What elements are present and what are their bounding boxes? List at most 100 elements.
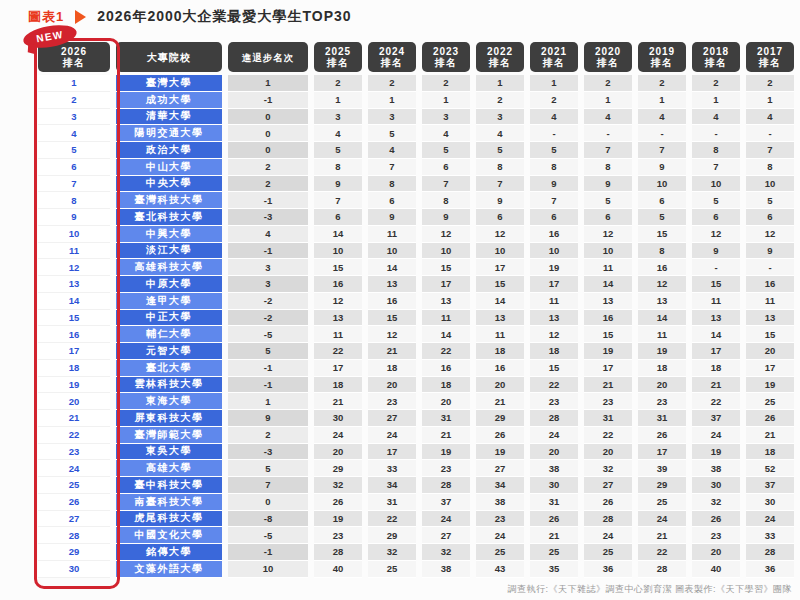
cell-y2021-r4: - bbox=[530, 125, 578, 142]
cell-y2020-r15: 16 bbox=[584, 310, 632, 327]
cell-school-r14: 逢甲大學 bbox=[116, 293, 222, 310]
cell-y2019-r18: 18 bbox=[638, 360, 686, 377]
cell-y2018-r1: 2 bbox=[692, 75, 740, 92]
cell-y2023-r12: 15 bbox=[422, 259, 470, 276]
cell-y2022-r25: 34 bbox=[476, 477, 524, 494]
cell-y2025-r1: 2 bbox=[314, 75, 362, 92]
cell-change-r1: 1 bbox=[228, 75, 308, 92]
cell-y2021-r14: 11 bbox=[530, 293, 578, 310]
cell-y2020-r18: 17 bbox=[584, 360, 632, 377]
cell-y2025-r10: 14 bbox=[314, 226, 362, 243]
cell-change-r10: 4 bbox=[228, 226, 308, 243]
cell-change-r14: -2 bbox=[228, 293, 308, 310]
cell-y2024-r23: 17 bbox=[368, 444, 416, 461]
cell-y2019-r14: 13 bbox=[638, 293, 686, 310]
cell-y2024-r21: 27 bbox=[368, 410, 416, 427]
cell-y2017-r17: 20 bbox=[746, 343, 794, 360]
cell-rank2026-r29: 29 bbox=[38, 544, 110, 561]
cell-y2024-r1: 2 bbox=[368, 75, 416, 92]
cell-school-r23: 東吳大學 bbox=[116, 444, 222, 461]
cell-y2019-r1: 2 bbox=[638, 75, 686, 92]
cell-school-r24: 高雄大學 bbox=[116, 460, 222, 477]
cell-y2022-r21: 29 bbox=[476, 410, 524, 427]
cell-rank2026-r5: 5 bbox=[38, 142, 110, 159]
column-y2021: 2021排名124-589761610191711131218152223282… bbox=[530, 42, 578, 578]
cell-change-r22: 2 bbox=[228, 427, 308, 444]
cell-y2023-r2: 1 bbox=[422, 92, 470, 109]
cell-y2017-r6: 8 bbox=[746, 159, 794, 176]
cell-y2017-r30: 36 bbox=[746, 561, 794, 578]
cell-change-r19: -1 bbox=[228, 377, 308, 394]
cell-y2019-r27: 24 bbox=[638, 511, 686, 528]
cell-change-r6: 2 bbox=[228, 159, 308, 176]
cell-y2024-r28: 29 bbox=[368, 527, 416, 544]
cell-y2023-r16: 14 bbox=[422, 326, 470, 343]
column-y2025: 2025排名2134589761410151612131122171821302… bbox=[314, 42, 362, 578]
cell-y2024-r30: 25 bbox=[368, 561, 416, 578]
cell-rank2026-r20: 20 bbox=[38, 393, 110, 410]
cell-y2018-r10: 12 bbox=[692, 226, 740, 243]
cell-y2025-r25: 32 bbox=[314, 477, 362, 494]
cell-y2018-r15: 13 bbox=[692, 310, 740, 327]
cell-y2024-r26: 31 bbox=[368, 494, 416, 511]
cell-y2023-r5: 5 bbox=[422, 142, 470, 159]
cell-y2019-r20: 23 bbox=[638, 393, 686, 410]
cell-y2024-r20: 23 bbox=[368, 393, 416, 410]
cell-y2019-r26: 25 bbox=[638, 494, 686, 511]
column-header-y2018: 2018排名 bbox=[692, 42, 740, 72]
figure-label: 圖表1 bbox=[28, 8, 64, 26]
cell-y2019-r10: 15 bbox=[638, 226, 686, 243]
cell-rank2026-r27: 27 bbox=[38, 511, 110, 528]
cell-y2021-r24: 38 bbox=[530, 460, 578, 477]
cell-y2022-r10: 12 bbox=[476, 226, 524, 243]
cell-rank2026-r6: 6 bbox=[38, 159, 110, 176]
cell-y2022-r6: 8 bbox=[476, 159, 524, 176]
cell-y2020-r11: 10 bbox=[584, 243, 632, 260]
cell-y2019-r29: 22 bbox=[638, 544, 686, 561]
column-header-y2024: 2024排名 bbox=[368, 42, 416, 72]
cell-y2019-r15: 14 bbox=[638, 310, 686, 327]
cell-y2025-r5: 5 bbox=[314, 142, 362, 159]
cell-y2019-r11: 8 bbox=[638, 243, 686, 260]
cell-y2019-r9: 5 bbox=[638, 209, 686, 226]
cell-y2022-r28: 24 bbox=[476, 527, 524, 544]
cell-y2025-r23: 20 bbox=[314, 444, 362, 461]
cell-y2023-r29: 32 bbox=[422, 544, 470, 561]
cell-y2024-r9: 9 bbox=[368, 209, 416, 226]
cell-y2024-r24: 33 bbox=[368, 460, 416, 477]
cell-y2024-r22: 24 bbox=[368, 427, 416, 444]
cell-y2025-r22: 24 bbox=[314, 427, 362, 444]
cell-y2017-r24: 52 bbox=[746, 460, 794, 477]
cell-y2020-r8: 5 bbox=[584, 192, 632, 209]
column-change: 進退步名次1-100022-1-34-133-2-2-55-1-1192-357… bbox=[228, 42, 308, 578]
cell-y2023-r8: 8 bbox=[422, 192, 470, 209]
cell-change-r16: -5 bbox=[228, 326, 308, 343]
column-header-y2017: 2017排名 bbox=[746, 42, 794, 72]
cell-y2021-r5: 5 bbox=[530, 142, 578, 159]
cell-school-r17: 元智大學 bbox=[116, 343, 222, 360]
cell-y2023-r9: 9 bbox=[422, 209, 470, 226]
column-header-y2023: 2023排名 bbox=[422, 42, 470, 72]
column-header-y2019: 2019排名 bbox=[638, 42, 686, 72]
cell-y2022-r1: 1 bbox=[476, 75, 524, 92]
cell-y2022-r22: 26 bbox=[476, 427, 524, 444]
cell-y2023-r28: 27 bbox=[422, 527, 470, 544]
cell-y2023-r27: 24 bbox=[422, 511, 470, 528]
cell-y2020-r10: 12 bbox=[584, 226, 632, 243]
column-header-change: 進退步名次 bbox=[228, 42, 308, 72]
cell-rank2026-r19: 19 bbox=[38, 377, 110, 394]
cell-y2021-r20: 23 bbox=[530, 393, 578, 410]
cell-y2020-r5: 7 bbox=[584, 142, 632, 159]
cell-y2021-r8: 7 bbox=[530, 192, 578, 209]
source-credit: 調查執行:《天下雜誌》調查中心劉育潔 圖表製作:《天下學習》團隊 bbox=[507, 583, 792, 596]
cell-y2019-r3: 4 bbox=[638, 109, 686, 126]
cell-y2022-r17: 18 bbox=[476, 343, 524, 360]
cell-y2019-r19: 20 bbox=[638, 377, 686, 394]
cell-y2021-r28: 21 bbox=[530, 527, 578, 544]
cell-y2022-r23: 19 bbox=[476, 444, 524, 461]
cell-y2017-r10: 12 bbox=[746, 226, 794, 243]
column-school: 大專院校臺灣大學成功大學清華大學陽明交通大學政治大學中山大學中央大學臺灣科技大學… bbox=[116, 42, 222, 578]
cell-y2017-r18: 17 bbox=[746, 360, 794, 377]
cell-rank2026-r26: 26 bbox=[38, 494, 110, 511]
cell-y2018-r11: 9 bbox=[692, 243, 740, 260]
